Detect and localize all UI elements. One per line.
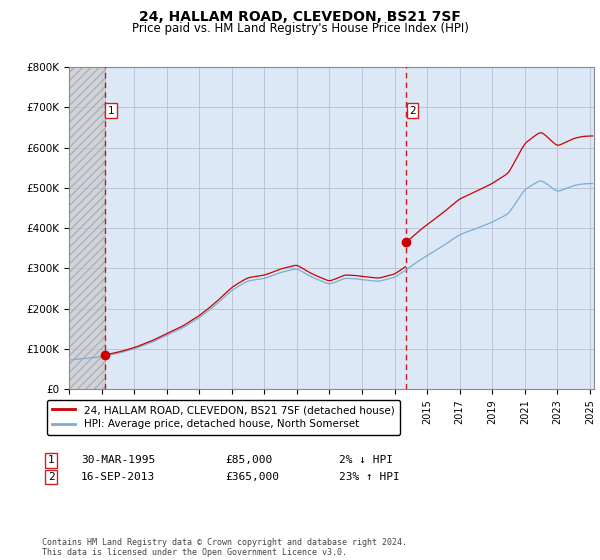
Text: £85,000: £85,000 bbox=[225, 455, 272, 465]
Text: 1: 1 bbox=[47, 455, 55, 465]
Text: 2: 2 bbox=[409, 106, 416, 116]
Text: 2: 2 bbox=[47, 472, 55, 482]
Text: 2% ↓ HPI: 2% ↓ HPI bbox=[339, 455, 393, 465]
Legend: 24, HALLAM ROAD, CLEVEDON, BS21 7SF (detached house), HPI: Average price, detach: 24, HALLAM ROAD, CLEVEDON, BS21 7SF (det… bbox=[47, 400, 400, 435]
Text: Price paid vs. HM Land Registry's House Price Index (HPI): Price paid vs. HM Land Registry's House … bbox=[131, 22, 469, 35]
Bar bbox=[69, 67, 105, 389]
Text: 23% ↑ HPI: 23% ↑ HPI bbox=[339, 472, 400, 482]
Text: 24, HALLAM ROAD, CLEVEDON, BS21 7SF: 24, HALLAM ROAD, CLEVEDON, BS21 7SF bbox=[139, 10, 461, 24]
Text: 1: 1 bbox=[108, 106, 115, 116]
Text: 16-SEP-2013: 16-SEP-2013 bbox=[81, 472, 155, 482]
Text: 30-MAR-1995: 30-MAR-1995 bbox=[81, 455, 155, 465]
Text: Contains HM Land Registry data © Crown copyright and database right 2024.
This d: Contains HM Land Registry data © Crown c… bbox=[42, 538, 407, 557]
Text: £365,000: £365,000 bbox=[225, 472, 279, 482]
